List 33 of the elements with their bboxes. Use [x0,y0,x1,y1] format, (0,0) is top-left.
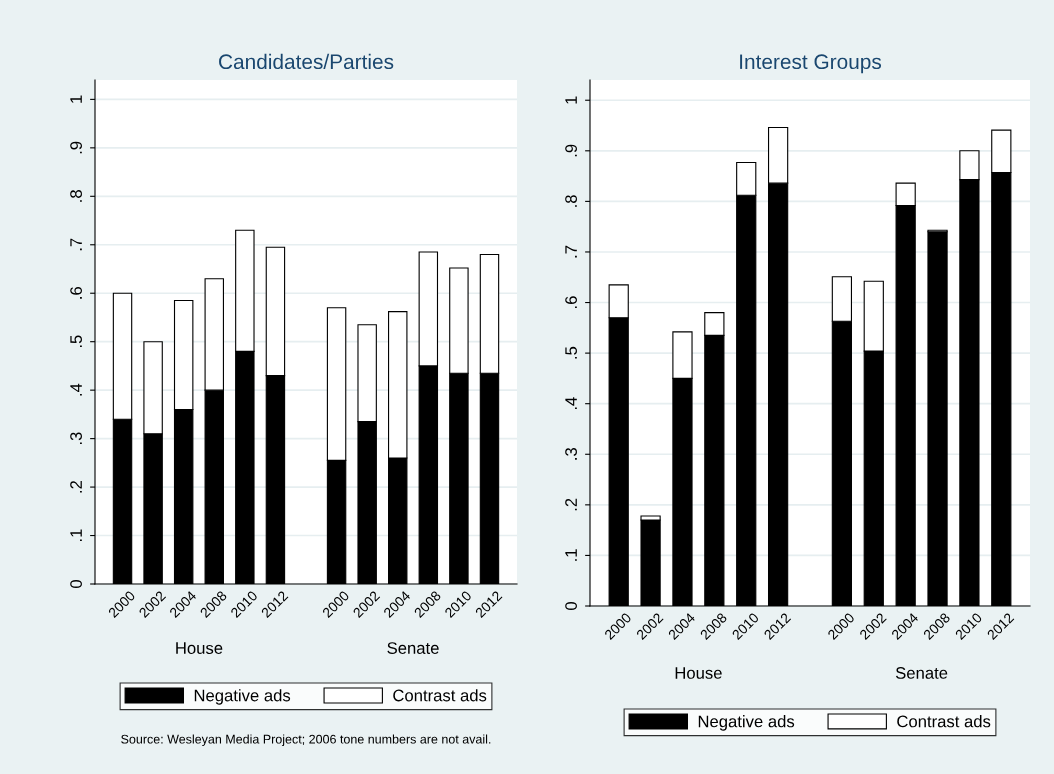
y-tick-label: .7 [70,238,82,251]
legend-label: Contrast ads [393,689,487,702]
text: House [675,667,722,679]
y-tick-label: .9 [565,144,577,157]
y-tick-label: 0 [565,602,577,610]
y-tick-label: .8 [70,190,82,202]
chart-title: Interest Groups [740,54,882,74]
y-tick-label: .6 [70,287,82,299]
y-tick-label: 1 [70,95,82,103]
text: Senate [895,667,948,679]
y-tick-label: .4 [70,383,82,396]
y-tick-label: .5 [70,335,82,348]
y-tick-label: .2 [70,480,82,493]
source-note: Source: Wesleyan Media Project; 2006 tone numbers are not avail. [121,734,491,747]
y-tick-label: .6 [565,296,577,308]
legend-label: Contrast ads [897,715,991,728]
y-tick-label: .3 [565,448,577,460]
y-tick-label: .8 [565,195,577,207]
y-tick-label: 1 [565,96,577,104]
y-tick-label: .2 [565,498,577,511]
y-tick-label: .7 [565,245,577,258]
y-tick-label: 0 [70,580,82,588]
y-tick-label: .3 [70,432,82,445]
y-tick-label: .1 [70,529,82,541]
text: Senate [387,642,439,654]
y-tick-label: .1 [565,549,577,561]
y-tick-label: .4 [565,397,577,410]
chart-title: Candidates/Parties [219,53,394,70]
legend-label: Negative ads [194,689,291,705]
legend-label: Negative ads [698,715,795,731]
text: House [176,642,223,654]
y-tick-label: .5 [565,346,577,359]
y-tick-label: .9 [70,141,82,154]
